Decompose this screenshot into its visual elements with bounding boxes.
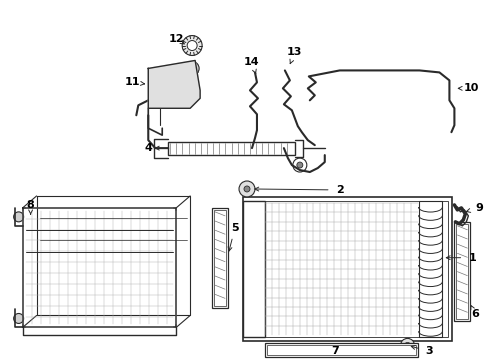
Text: 11: 11 <box>124 77 140 87</box>
Circle shape <box>404 342 410 348</box>
Text: 9: 9 <box>474 203 482 213</box>
Circle shape <box>14 314 23 323</box>
Circle shape <box>187 41 197 50</box>
Circle shape <box>296 162 302 168</box>
Bar <box>243 197 451 341</box>
Circle shape <box>14 212 23 222</box>
Circle shape <box>244 186 249 192</box>
Bar <box>243 201 264 337</box>
Bar <box>214 210 225 306</box>
Text: 10: 10 <box>463 84 478 93</box>
Text: 13: 13 <box>286 48 302 58</box>
Bar <box>266 345 415 355</box>
Circle shape <box>185 62 199 75</box>
Text: 3: 3 <box>425 346 432 356</box>
Bar <box>212 208 227 307</box>
Text: 1: 1 <box>468 253 475 263</box>
Text: 4: 4 <box>144 143 152 153</box>
Bar <box>168 142 294 155</box>
Circle shape <box>239 181 254 197</box>
Circle shape <box>292 158 306 172</box>
Bar <box>453 222 469 321</box>
Bar <box>264 343 417 357</box>
Text: 6: 6 <box>470 310 478 319</box>
Circle shape <box>182 36 202 55</box>
Bar <box>246 201 447 337</box>
Text: 2: 2 <box>335 185 343 195</box>
Circle shape <box>400 338 414 352</box>
Text: 8: 8 <box>27 200 35 210</box>
Text: 12: 12 <box>168 33 183 44</box>
Text: 14: 14 <box>244 58 259 67</box>
Text: 5: 5 <box>231 223 238 233</box>
Bar <box>455 224 468 319</box>
Bar <box>418 201 442 337</box>
Text: 7: 7 <box>330 346 338 356</box>
Polygon shape <box>148 60 200 108</box>
